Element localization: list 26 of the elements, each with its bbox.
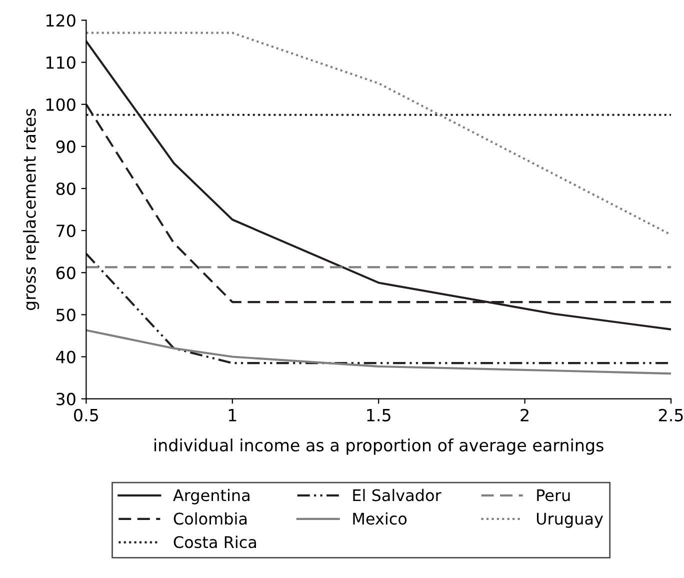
y-tick-label: 100 <box>46 98 76 111</box>
x-tick-label: 2.5 <box>658 408 683 422</box>
y-tick-label: 40 <box>56 350 76 364</box>
y-tick-label: 80 <box>56 182 76 196</box>
legend-label: Peru <box>537 489 570 502</box>
legend-label: Costa Rica <box>174 536 256 548</box>
y-tick-label: 60 <box>56 266 76 280</box>
y-tick-label: 110 <box>46 56 76 69</box>
x-axis-title: individual income as a proportion of average earnings <box>154 438 604 455</box>
x-tick-label: 1.5 <box>367 409 390 422</box>
y-tick-label: 70 <box>56 224 76 238</box>
legend-label: Uruguay <box>536 512 603 528</box>
y-tick-label: 50 <box>56 308 76 322</box>
y-tick-label: 120 <box>46 14 76 27</box>
y-tick-label: 90 <box>56 140 76 153</box>
x-tick-label: 2 <box>520 408 528 422</box>
legend-label: Colombia <box>174 512 247 525</box>
line-series <box>86 40 672 330</box>
y-tick-label: 30 <box>56 392 76 406</box>
x-tick-label: 1 <box>228 409 236 422</box>
legend-label: El Salvador <box>353 488 442 502</box>
y-axis-title: gross replacement rates <box>22 108 40 310</box>
legend-label: Mexico <box>353 512 407 525</box>
legend-label: Argentina <box>173 488 250 504</box>
x-tick-label: 0.5 <box>74 408 98 422</box>
line-series <box>86 329 672 375</box>
